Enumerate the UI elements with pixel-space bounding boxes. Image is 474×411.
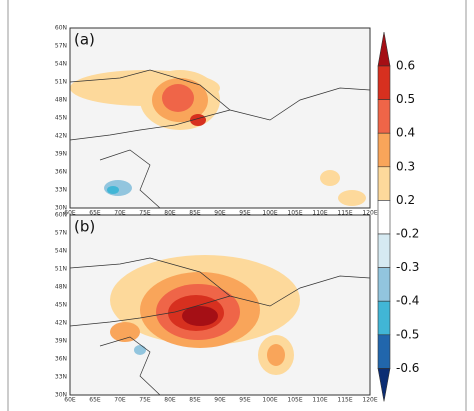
lon-tick-label: 75E (139, 397, 151, 404)
colorbar-band (377, 99, 391, 134)
lat-tick-label: 48N (55, 284, 67, 291)
lon-tick-label: 120E (362, 397, 377, 404)
lon-tick-label: 70E (114, 397, 126, 404)
lat-tick-label: 60N (55, 25, 67, 32)
colorbar-band (377, 65, 391, 100)
lon-tick-label: 95E (239, 210, 251, 217)
lat-tick-label: 57N (55, 43, 67, 50)
lon-tick-label: 60E (64, 210, 76, 217)
lon-tick-label: 110E (312, 210, 327, 217)
lon-tick-label: 90E (214, 210, 226, 217)
lat-tick-label: 45N (55, 302, 67, 309)
lon-tick-label: 100E (262, 210, 277, 217)
lon-tick-label: 120E (362, 210, 377, 217)
lat-tick-label: 54N (55, 61, 67, 68)
colorbar-band (377, 132, 391, 168)
map-frame (69, 27, 371, 209)
colorbar-label: 0.2 (396, 193, 415, 207)
panel-label: (b) (74, 218, 95, 236)
lon-tick-label: 60E (64, 397, 76, 404)
lon-tick-label: 100E (262, 397, 277, 404)
map-a (70, 28, 370, 208)
colorbar-label: -0.3 (396, 260, 419, 274)
colorbar-band (377, 233, 391, 268)
lat-tick-label: 42N (55, 133, 67, 140)
lat-tick-label: 60N (55, 212, 67, 219)
lat-tick-label: 39N (55, 338, 67, 345)
lon-tick-label: 80E (164, 210, 176, 217)
colorbar-label: 0.4 (396, 126, 415, 140)
lat-tick-label: 54N (55, 248, 67, 255)
colorbar-band (377, 334, 391, 369)
lat-tick-label: 36N (55, 356, 67, 363)
colorbar-band (377, 300, 391, 336)
colorbar-label: -0.6 (396, 361, 419, 375)
lat-tick-label: 39N (55, 151, 67, 158)
lat-tick-label: 45N (55, 115, 67, 122)
lon-tick-label: 85E (189, 397, 201, 404)
lon-tick-label: 110E (312, 397, 327, 404)
colorbar-band (377, 267, 391, 302)
lat-tick-label: 57N (55, 230, 67, 237)
colorbar-label: 0.3 (396, 159, 415, 173)
lon-tick-label: 70E (114, 210, 126, 217)
lon-tick-label: 115E (337, 397, 352, 404)
lat-tick-label: 51N (55, 266, 67, 273)
colorbar-band (377, 166, 391, 201)
map-b (70, 215, 370, 395)
colorbar-tip (377, 368, 391, 402)
lon-tick-label: 90E (214, 397, 226, 404)
lon-tick-label: 65E (89, 210, 101, 217)
lon-tick-label: 75E (139, 210, 151, 217)
lon-tick-label: 95E (239, 397, 251, 404)
lon-tick-label: 65E (89, 397, 101, 404)
lat-tick-label: 42N (55, 320, 67, 327)
colorbar-label: 0.6 (396, 59, 415, 73)
lat-tick-label: 36N (55, 169, 67, 176)
lat-tick-label: 48N (55, 97, 67, 104)
lat-tick-label: 51N (55, 79, 67, 86)
lat-tick-label: 30N (55, 205, 67, 212)
lat-tick-label: 33N (55, 374, 67, 381)
colorbar-label: -0.2 (396, 227, 419, 241)
panel-label: (a) (74, 31, 95, 49)
lon-tick-label: 105E (287, 397, 302, 404)
lon-tick-label: 80E (164, 397, 176, 404)
colorbar-label: -0.5 (396, 327, 419, 341)
lon-tick-label: 105E (287, 210, 302, 217)
lat-tick-label: 33N (55, 187, 67, 194)
lat-tick-label: 30N (55, 392, 67, 399)
colorbar-band (377, 200, 391, 235)
colorbar-tip (377, 31, 391, 67)
colorbar-label: -0.4 (396, 294, 419, 308)
lon-tick-label: 115E (337, 210, 352, 217)
lon-tick-label: 85E (189, 210, 201, 217)
colorbar-label: 0.5 (396, 92, 415, 106)
map-frame (69, 214, 371, 396)
